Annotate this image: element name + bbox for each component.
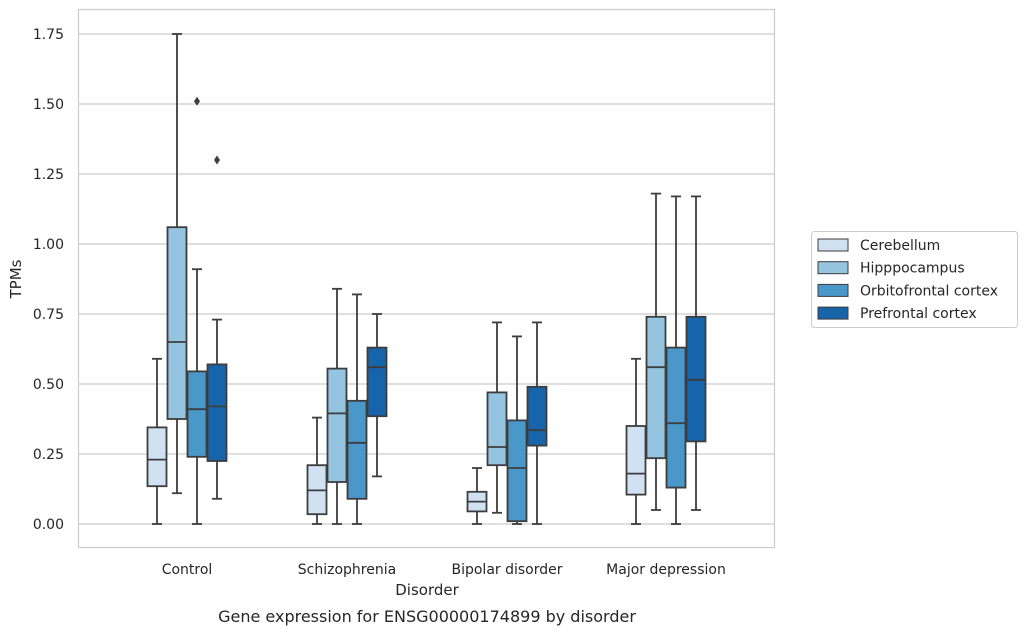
box-body (665, 346, 687, 489)
box-prefrontal-cortex (685, 195, 707, 511)
legend-label: Orbitofrontal cortex (860, 283, 998, 299)
y-tick-label: 1.50 (33, 97, 64, 113)
legend-swatch (817, 261, 849, 275)
box-hipppocampus (166, 33, 188, 495)
box-cerebellum (146, 357, 168, 525)
box-orbitofrontal-cortex (506, 335, 528, 525)
legend-swatch (817, 283, 849, 297)
legend-frame (811, 231, 1018, 328)
legend-label: Prefrontal cortex (860, 306, 977, 322)
x-tick-labels: Control Schizophrenia Bipolar disorder Majo… (162, 562, 726, 578)
box-body (486, 391, 508, 467)
chart-caption: Gene expression for ENSG00000174899 by d… (218, 607, 636, 626)
box-cerebellum (625, 357, 647, 525)
y-tick-label: 0.00 (33, 517, 64, 533)
box-orbitofrontal-cortex (346, 293, 368, 525)
box-body (625, 425, 647, 496)
box-orbitofrontal-cortex (665, 195, 687, 525)
y-axis-title: TPMs (7, 259, 25, 299)
box-prefrontal-cortex (206, 155, 228, 500)
box-cerebellum (306, 416, 328, 525)
y-tick-labels: 0.00 0.25 0.50 0.75 1.00 1.25 1.50 1.75 (33, 27, 64, 533)
box-body (326, 367, 348, 483)
x-tick-label: Bipolar disorder (451, 562, 562, 578)
box-cerebellum (466, 467, 488, 525)
x-tick-label: Control (162, 562, 213, 578)
box-prefrontal-cortex (366, 313, 388, 478)
x-axis-title: Disorder (395, 581, 459, 599)
box-body (346, 399, 368, 500)
box-body (526, 385, 548, 447)
box-body (645, 315, 667, 460)
x-tick-label: Schizophrenia (298, 562, 396, 578)
box-body (186, 370, 208, 458)
box-prefrontal-cortex (526, 321, 548, 525)
legend: Cerebellum Hipppocampus Orbitofrontal cort… (811, 231, 1018, 328)
box-orbitofrontal-cortex (186, 96, 208, 525)
y-tick-label: 1.25 (33, 167, 64, 183)
x-tick-label: Major depression (606, 562, 726, 578)
y-tick-label: 0.50 (33, 377, 64, 393)
legend-swatch (817, 238, 849, 252)
legend-swatch (817, 306, 849, 320)
y-tick-label: 0.75 (33, 307, 64, 323)
box-body (146, 426, 168, 488)
box-body (206, 363, 228, 462)
box-body (366, 346, 388, 418)
box-body (166, 226, 188, 420)
box-hipppocampus (326, 287, 348, 525)
outlier-marker (194, 96, 200, 106)
legend-label: Hipppocampus (860, 261, 965, 277)
box-plots (146, 33, 707, 525)
y-tick-label: 1.75 (33, 27, 64, 43)
box-hipppocampus (645, 192, 667, 511)
box-body (506, 419, 528, 523)
box-hipppocampus (486, 321, 508, 514)
outlier-marker (214, 155, 220, 165)
y-tick-label: 1.00 (33, 237, 64, 253)
y-tick-label: 0.25 (33, 447, 64, 463)
legend-label: Cerebellum (860, 238, 940, 254)
